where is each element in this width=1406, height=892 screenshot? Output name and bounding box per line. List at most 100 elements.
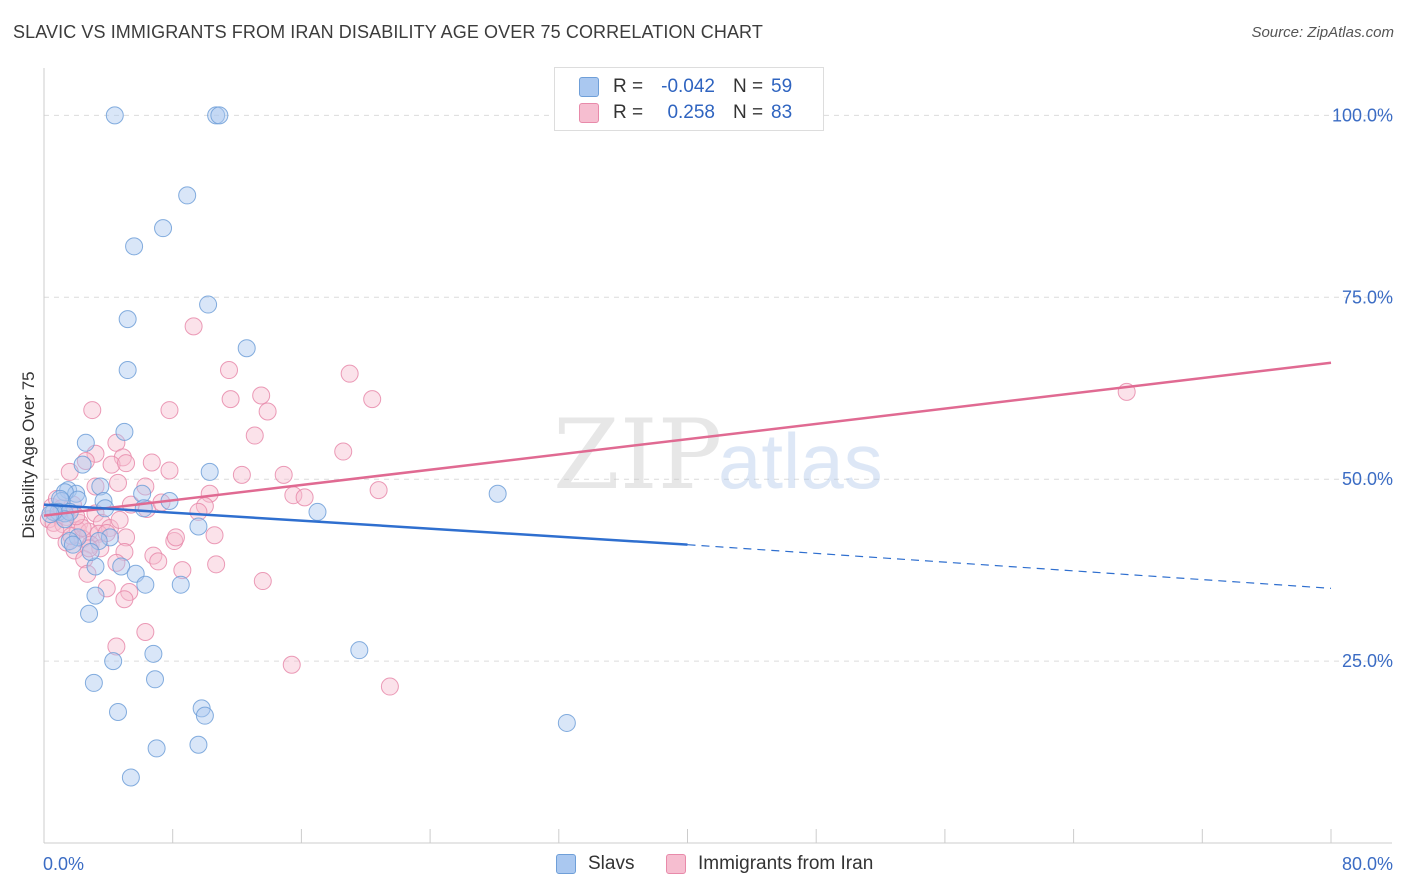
data-point-slavs bbox=[136, 575, 155, 594]
data-point-slavs bbox=[104, 652, 123, 671]
legend-n-value-slavs: 59 bbox=[771, 76, 793, 97]
trend-lines bbox=[43, 361, 1332, 589]
data-point-iran bbox=[142, 453, 161, 472]
data-point-slavs bbox=[147, 739, 166, 758]
data-point-slavs bbox=[146, 670, 165, 689]
data-point-slavs bbox=[118, 310, 137, 329]
data-point-iran bbox=[274, 465, 293, 484]
legend-swatch-slavs bbox=[579, 77, 599, 97]
data-point-iran bbox=[340, 364, 359, 383]
data-point-slavs bbox=[109, 703, 128, 722]
correlation-legend: R = -0.042 N = 59 R = 0.258 N = 83 bbox=[554, 67, 824, 131]
data-point-iran bbox=[113, 448, 132, 467]
data-point-iran bbox=[220, 361, 239, 380]
data-point-slavs bbox=[51, 489, 70, 508]
data-point-slavs bbox=[308, 502, 327, 521]
legend-swatch-iran bbox=[579, 103, 599, 123]
data-point-iran bbox=[207, 555, 226, 574]
data-point-slavs bbox=[76, 433, 95, 452]
data-point-iran bbox=[97, 579, 116, 598]
data-point-slavs bbox=[237, 339, 256, 358]
data-point-iran bbox=[253, 572, 272, 591]
y-tick-label: 75.0% bbox=[1342, 287, 1393, 307]
legend-r-value-iran: 0.258 bbox=[667, 102, 715, 123]
trend-line-slavs bbox=[43, 503, 688, 546]
data-point-iran bbox=[144, 546, 163, 565]
data-point-iran bbox=[75, 550, 94, 569]
trend-line-slavs-extension bbox=[687, 544, 1332, 589]
data-point-slavs bbox=[86, 586, 105, 605]
bottom-legend-slavs: Slavs bbox=[556, 851, 634, 877]
data-point-iran bbox=[73, 518, 92, 537]
bottom-legend-iran: Immigrants from Iran bbox=[666, 851, 873, 877]
data-point-iran bbox=[76, 452, 95, 470]
bottom-legend-label-iran: Immigrants from Iran bbox=[698, 853, 874, 874]
data-point-slavs bbox=[84, 673, 103, 692]
data-point-slavs bbox=[105, 106, 124, 125]
data-point-slavs bbox=[133, 484, 152, 503]
data-point-slavs bbox=[60, 532, 79, 551]
x-tick-label-min: 0.0% bbox=[43, 854, 84, 874]
legend-r-label: R = bbox=[613, 102, 644, 123]
data-point-iran bbox=[115, 590, 134, 609]
data-point-iran bbox=[107, 553, 126, 572]
data-point-slavs bbox=[195, 706, 214, 725]
data-point-iran bbox=[334, 442, 353, 461]
data-point-iran bbox=[86, 477, 105, 496]
bottom-legend-swatch-iran bbox=[666, 854, 686, 874]
data-point-iran bbox=[149, 552, 168, 571]
data-point-iran bbox=[369, 481, 388, 500]
data-point-iran bbox=[160, 461, 179, 480]
data-point-iran bbox=[173, 561, 192, 580]
data-point-slavs bbox=[55, 510, 74, 529]
data-point-iran bbox=[83, 401, 102, 420]
data-point-slavs bbox=[210, 106, 229, 125]
data-point-slavs bbox=[63, 535, 82, 554]
data-point-slavs bbox=[67, 484, 86, 503]
data-point-iran bbox=[245, 426, 264, 445]
axes bbox=[43, 68, 1392, 844]
data-point-slavs bbox=[118, 361, 137, 380]
data-point-iran bbox=[160, 401, 179, 420]
legend-n-label: N = bbox=[733, 76, 764, 97]
legend-r-value-slavs: -0.042 bbox=[661, 76, 715, 97]
data-point-iran bbox=[109, 473, 128, 492]
data-point-slavs bbox=[200, 462, 219, 481]
grid-lines bbox=[44, 114, 1392, 662]
data-point-iran bbox=[380, 677, 399, 696]
data-point-iran bbox=[110, 510, 129, 529]
data-point-slavs bbox=[80, 604, 99, 623]
data-point-iran bbox=[117, 528, 136, 547]
data-point-iran bbox=[189, 502, 208, 521]
data-point-slavs bbox=[112, 557, 131, 576]
x-tick-label-max: 80.0% bbox=[1342, 854, 1393, 874]
data-point-slavs bbox=[91, 477, 110, 496]
data-point-iran bbox=[205, 526, 224, 545]
data-point-slavs bbox=[557, 713, 576, 732]
watermark-atlas: atlas bbox=[718, 417, 883, 505]
x-axis-tick-labels: 0.0% 80.0% bbox=[43, 854, 1393, 874]
data-point-slavs bbox=[350, 641, 369, 660]
data-point-slavs bbox=[100, 528, 119, 547]
data-point-iran bbox=[136, 622, 155, 641]
watermark: ZIP atlas bbox=[553, 399, 883, 511]
y-tick-label: 100.0% bbox=[1332, 105, 1393, 125]
data-point-slavs bbox=[81, 542, 100, 561]
data-point-iran bbox=[107, 637, 126, 656]
series-slavs-points bbox=[41, 106, 576, 787]
legend-row-iran: R = 0.258 N = 83 bbox=[579, 101, 792, 125]
data-point-iran bbox=[252, 386, 271, 405]
data-point-slavs bbox=[73, 455, 92, 474]
data-point-slavs bbox=[199, 295, 218, 314]
data-point-slavs bbox=[144, 644, 163, 663]
data-point-slavs bbox=[154, 219, 173, 238]
data-point-iran bbox=[166, 528, 185, 547]
y-tick-label: 50.0% bbox=[1342, 469, 1393, 489]
data-point-iran bbox=[117, 454, 136, 473]
data-point-slavs bbox=[115, 422, 134, 441]
data-point-slavs bbox=[121, 768, 140, 787]
data-point-iran bbox=[295, 488, 314, 507]
data-point-slavs bbox=[171, 575, 190, 594]
data-point-slavs bbox=[86, 557, 105, 576]
